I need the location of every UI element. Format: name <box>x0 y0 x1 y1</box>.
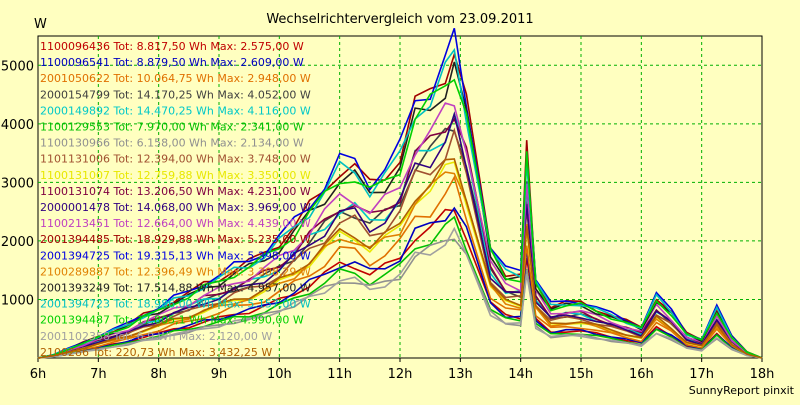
series-line-2001393249 <box>37 61 763 359</box>
x-tick-label: 10h <box>267 367 292 382</box>
legend-entry: 2000149892 Tot: 14.470,25 Wh Max: 4.116,… <box>40 104 311 117</box>
series-line-2100286 <box>37 158 763 359</box>
series-line-2001050622 <box>37 175 763 359</box>
legend-entry: 1100096541 Tot: 8.879,50 Wh Max: 2.609,0… <box>40 56 304 69</box>
legend-entry: 2000001478 Tot: 14.068,00 Wh Max: 3.969,… <box>40 201 311 214</box>
x-tick-label: 17h <box>689 367 714 382</box>
footer-credit: SunnyReport pinxit <box>689 384 795 397</box>
x-tick-label: 7h <box>90 367 107 382</box>
legend-entry: 1101131006 Tot: 12.394,00 Wh Max: 3.748,… <box>40 153 311 166</box>
chart-title: Wechselrichtervergleich vom 23.09.2011 <box>266 12 533 27</box>
series-line-2001394487 <box>37 78 763 359</box>
legend-entry: 2001394725 Tot: 19.315,13 Wh Max: 5.398,… <box>40 249 311 262</box>
legend-entry: 1100130966 Tot: 6.158,00 Wh Max: 2.134,0… <box>40 137 304 150</box>
y-tick-label: 4000 <box>1 118 34 133</box>
legend-entry: 2000154799 Tot: 14.170,25 Wh Max: 4.052,… <box>40 88 311 101</box>
series-line-2001102358 <box>37 226 763 359</box>
series-line-2001394723 <box>37 47 763 359</box>
x-tick-label: 12h <box>388 367 413 382</box>
legend-entry: 1100096436 Tot: 8.817,50 Wh Max: 2.575,0… <box>40 40 304 53</box>
x-tick-label: 16h <box>629 367 654 382</box>
series-line-2000001478 <box>37 111 763 359</box>
series-line-1100130966 <box>37 238 763 359</box>
legend-entry: 2001394723 Tot: 18.986,00 Wh Max: 5.157,… <box>40 298 311 311</box>
x-tick-label: 15h <box>569 367 594 382</box>
x-tick-label: 8h <box>150 367 167 382</box>
legend-entry: 1100129553 Tot: 7.970,00 Wh Max: 2.341,0… <box>40 121 304 134</box>
legend-entry: 2100286 Tot: 220,73 Wh Max: 3.432,25 W <box>40 346 272 359</box>
legend-entry: 2100289887 Tot: 12.396,49 Wh Max: 3.308,… <box>40 265 311 278</box>
legend-entry: 1100213451 Tot: 12.664,00 Wh Max: 4.439,… <box>40 217 311 230</box>
y-tick-label: 2000 <box>1 235 34 250</box>
legend-entry: 2001393249 Tot: 17.514,88 Wh Max: 4.957,… <box>40 282 311 295</box>
series-line-1100096541 <box>37 206 763 359</box>
series-line-1100131074 <box>37 117 763 359</box>
legend-entry: 1100131007 Tot: 12.759,88 Wh Max: 3.350,… <box>40 169 311 182</box>
legend-entry: 2001050622 Tot: 10.064,75 Wh Max: 2.948,… <box>40 72 311 85</box>
x-tick-label: 9h <box>211 367 228 382</box>
y-tick-label: 1000 <box>1 293 34 308</box>
x-tick-label: 11h <box>327 367 352 382</box>
legend-entry: 2001102358 Tot: 6.9 Wh Max: 2.120,00 W <box>40 330 272 343</box>
y-tick-label: 3000 <box>1 176 34 191</box>
x-tick-label: 6h <box>30 367 47 382</box>
x-tick-label: 14h <box>508 367 533 382</box>
x-tick-label: 13h <box>448 367 473 382</box>
x-tick-label: 18h <box>750 367 775 382</box>
y-tick-label: 5000 <box>1 59 34 74</box>
legend-entry: 2001394487 Tot: 17.805,1 Wh Max: 4.990,0… <box>40 314 304 327</box>
plot-area: 6h 7h 8h 9h 10h 11h 12h 13h 14h 15h 16h 17h 18h 1000 2… <box>1 28 774 382</box>
legend-entry: 2001394485 Tot: 18.929,88 Wh Max: 5.235,… <box>40 233 311 246</box>
y-axis-label: W <box>34 17 47 32</box>
series-line-1100213451 <box>37 102 763 359</box>
legend-entry: 1100131074 Tot: 13.206,50 Wh Max: 4.231,… <box>40 185 311 198</box>
